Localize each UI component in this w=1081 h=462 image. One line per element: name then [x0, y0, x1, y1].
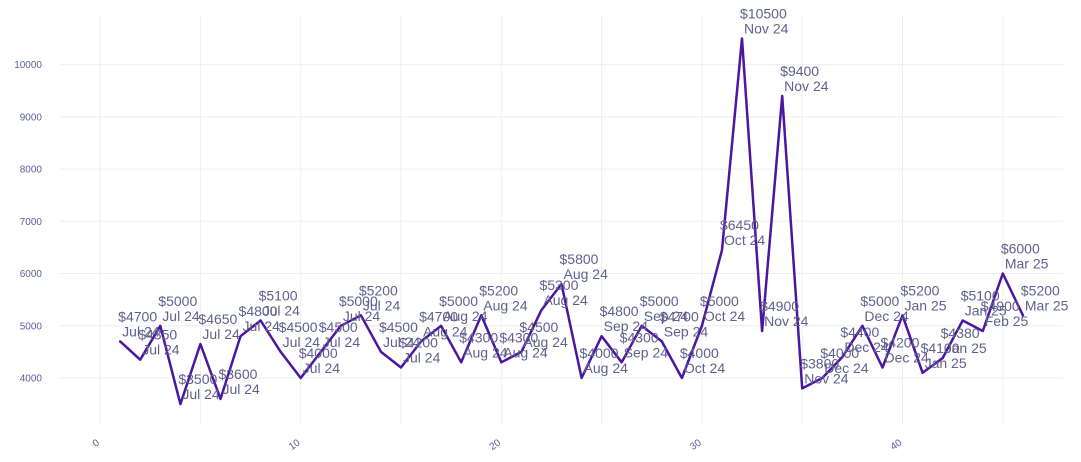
data-label: $4500 Aug 24: [519, 319, 568, 350]
data-label: $4500 Jul 24: [279, 319, 321, 350]
y-tick-label: 9000: [20, 112, 43, 123]
data-label: $4800 Jul 24: [239, 303, 281, 334]
data-label: $5000 Sep 24: [640, 293, 689, 324]
x-tick-label: 40: [889, 437, 905, 453]
data-label: $4350 Jul 24: [138, 327, 180, 358]
series-line: [118, 37, 1025, 406]
data-label: $4000 Dec 24: [820, 345, 869, 376]
data-label: $4380 Jan 25: [941, 325, 987, 356]
y-tick-label: 8000: [20, 165, 43, 176]
data-label: $6000 Mar 25: [1001, 241, 1049, 272]
data-label: $4900 Feb 25: [981, 298, 1029, 329]
data-label: $5100 Jul 24: [259, 288, 301, 319]
data-label: $4300 Aug 24: [499, 329, 548, 360]
y-axis-ticks: 4000 5000 6000 7000 8000 9000 10000: [14, 60, 42, 384]
data-label: $5000 Dec 24: [860, 293, 909, 324]
data-label: $4700 Jul 24: [118, 308, 160, 339]
data-label: $4650 Jul 24: [198, 311, 240, 342]
data-label: $4800 Sep 24: [600, 303, 649, 334]
data-label: $4200 Dec 24: [880, 335, 929, 366]
x-axis-ticks: 0 10 20 30 40: [91, 437, 905, 453]
x-tick-label: 30: [688, 437, 704, 453]
data-label: $3600 Jul 24: [218, 366, 260, 397]
data-label: $5000 Oct 24: [700, 293, 745, 324]
y-tick-label: 4000: [20, 373, 43, 384]
data-label: $9400 Nov 24: [780, 63, 829, 94]
data-label: $4900 Nov 24: [760, 298, 809, 329]
data-label: $5800 Aug 24: [560, 251, 609, 282]
y-tick-label: 6000: [20, 269, 43, 280]
data-label: $4000 Oct 24: [680, 345, 725, 376]
x-gridlines: [99, 15, 1004, 425]
x-tick-label: 20: [488, 437, 504, 453]
y-tick-label: 7000: [20, 217, 43, 228]
y-tick-label: 10000: [14, 60, 42, 71]
data-labels: $4700 Jul 24$4350 Jul 24$5000 Jul 24$3500 Ju…: [118, 6, 1068, 403]
data-label: $5200 Jan 25: [901, 282, 947, 313]
data-label: $3800 Nov 24: [800, 355, 849, 386]
data-label: $4300 Sep 24: [620, 329, 669, 360]
data-label: $4200 Jul 24: [399, 335, 441, 366]
data-label: $4500 Jul 24: [379, 319, 421, 350]
data-label: $4300 Aug 24: [459, 329, 508, 360]
series-lines: [118, 37, 1025, 406]
data-label: $4700 Aug 24: [419, 308, 468, 339]
x-tick-label: 10: [287, 437, 303, 453]
data-label: $10500 Nov 24: [740, 6, 789, 37]
data-label: $4500 Jul 24: [319, 319, 361, 350]
data-label: $5000 Jul 24: [339, 293, 381, 324]
y-tick-label: 5000: [20, 321, 43, 332]
data-label: $5300 Aug 24: [539, 277, 588, 308]
data-label: $5000 Jul 24: [158, 293, 200, 324]
data-label: $4000 Jul 24: [299, 345, 341, 376]
data-label: $3500 Jul 24: [178, 371, 220, 402]
data-label: $4400 Dec 24: [840, 324, 889, 355]
data-label: $5200 Mar 25: [1021, 282, 1069, 313]
data-label: $4700 Sep 24: [660, 308, 709, 339]
data-label: $6450 Oct 24: [720, 217, 765, 248]
data-label: $5100 Jan 25: [961, 288, 1007, 319]
data-label: $5000 Aug 24: [439, 293, 488, 324]
x-tick-label: 0: [91, 437, 102, 449]
data-label: $5200 Aug 24: [479, 282, 528, 313]
data-label: $5200 Jul 24: [359, 282, 401, 313]
data-label: $4000 Aug 24: [580, 345, 629, 376]
data-label: $4100 Jan 25: [921, 340, 967, 371]
